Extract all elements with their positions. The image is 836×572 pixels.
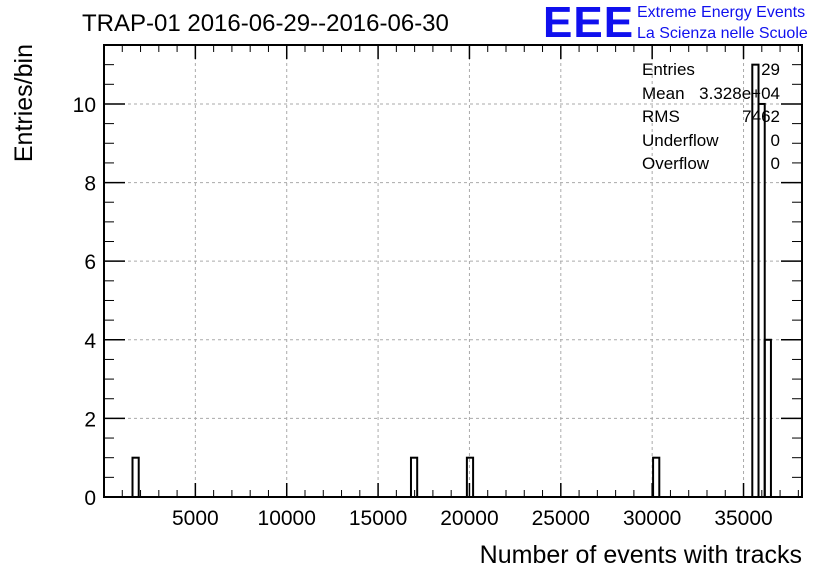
stat-label: Entries	[642, 60, 695, 79]
x-axis-label: Number of events with tracks	[480, 541, 802, 569]
x-tick-label: 25000	[532, 507, 590, 530]
histogram-bin	[409, 456, 419, 498]
stats-box: Entries 29 Mean 3.328e+04 RMS 7462 Under…	[642, 60, 780, 178]
y-tick-label: 2	[84, 408, 96, 431]
y-tick-label: 10	[73, 94, 96, 117]
logo-line-1: Extreme Energy Events	[637, 4, 806, 21]
stat-value: 7462	[742, 107, 780, 126]
stat-label: Underflow	[642, 130, 719, 150]
y-axis-label: Entries/bin	[10, 44, 38, 162]
stat-value: 0	[770, 130, 780, 150]
stat-label: Overflow	[642, 154, 710, 173]
x-tick-label: 35000	[714, 507, 772, 530]
y-tick-label: 6	[84, 251, 96, 274]
x-tick-label: 30000	[623, 507, 681, 530]
stat-label: Mean	[642, 83, 685, 103]
stat-row-entries: Entries 29	[642, 60, 780, 84]
y-tick-label: 0	[84, 487, 96, 510]
x-tick-label: 20000	[440, 507, 498, 530]
chart-title: TRAP-01 2016-06-29--2016-06-30	[82, 10, 449, 37]
stat-row-underflow: Underflow 0	[642, 131, 780, 155]
plot-frame	[103, 44, 803, 498]
y-tick-label: 8	[84, 173, 96, 196]
y-tick-label: 4	[84, 330, 96, 353]
stat-label: RMS	[642, 107, 680, 126]
stat-row-mean: Mean 3.328e+04	[642, 84, 780, 108]
histogram-bin	[131, 456, 140, 498]
eee-logo: EEE	[543, 0, 635, 47]
stat-row-rms: RMS 7462	[642, 107, 780, 131]
stat-value: 29	[761, 60, 780, 79]
x-tick-label: 15000	[349, 507, 407, 530]
histogram-bin	[763, 338, 772, 499]
histogram-bin	[652, 456, 661, 498]
stat-value: 3.328e+04	[699, 83, 780, 103]
x-tick-label: 5000	[172, 507, 219, 530]
stat-row-overflow: Overflow 0	[642, 154, 780, 178]
logo-line-2: La Scienza nelle Scuole	[637, 25, 808, 42]
x-tick-label: 10000	[258, 507, 316, 530]
stat-value: 0	[770, 154, 780, 173]
